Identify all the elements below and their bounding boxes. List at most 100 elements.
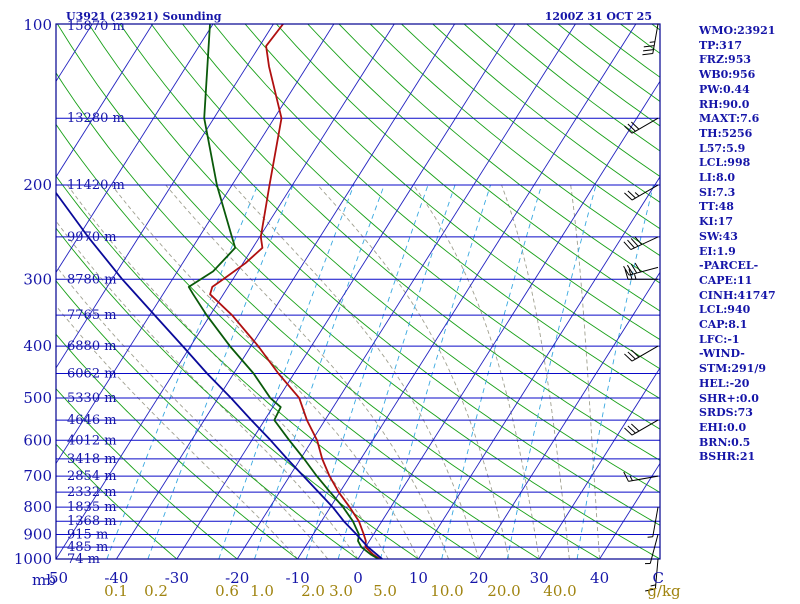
mixing-ratio-line (255, 185, 385, 559)
index-line: SRDS:73 (699, 406, 799, 421)
temperature-tick-label: -30 (165, 569, 189, 587)
height-level-label: 4646 m (67, 413, 117, 428)
height-level-label: 74 m (67, 552, 100, 567)
wind-barb-feather (642, 54, 652, 55)
dry-adiabat (0, 24, 418, 559)
index-line: SHR+:0.0 (699, 392, 799, 407)
mixing-ratio-label: 10.0 (430, 582, 463, 600)
wind-barb (624, 472, 658, 481)
index-line: BRN:0.5 (699, 436, 799, 451)
height-level-label: 4012 m (67, 433, 117, 448)
pressure-tick-label: 100 (23, 16, 52, 34)
height-level-label: 13280 m (67, 111, 125, 126)
pressure-tick-label: 900 (23, 526, 52, 544)
index-line: LFC:-1 (699, 333, 799, 348)
mixing-ratio-line (577, 185, 653, 559)
index-line: TH:5256 (699, 127, 799, 142)
height-level-label: 11420 m (67, 178, 125, 193)
index-line: LCL:940 (699, 303, 799, 318)
pressure-tick-label: 800 (23, 498, 52, 516)
wind-barb-half-feather (648, 537, 653, 538)
index-line: BSHR:21 (699, 450, 799, 465)
height-level-label: 8780 m (67, 272, 117, 287)
index-line: STM:291/9 (699, 362, 799, 377)
wind-barb (624, 346, 658, 361)
height-level-label: 5330 m (67, 391, 117, 406)
wind-barbs (624, 24, 658, 591)
mixing-ratio-label: 0.2 (144, 582, 168, 600)
isotherm (116, 24, 454, 559)
index-line: EHI:0.0 (699, 421, 799, 436)
mb-axis-label: mb (32, 571, 56, 589)
pressure-tick-label: 400 (23, 337, 52, 355)
index-line: LI:8.0 (699, 171, 799, 186)
index-line: PW:0.44 (699, 83, 799, 98)
index-line: SI:7.3 (699, 186, 799, 201)
wind-barb-half-feather (635, 192, 639, 196)
index-line: WB0:956 (699, 68, 799, 83)
wind-barb-half-feather (635, 274, 637, 279)
index-line: CINH:41747 (699, 289, 799, 304)
index-line: SW:43 (699, 230, 799, 245)
height-level-label: 2332 m (67, 485, 117, 500)
temperature-trace (210, 24, 380, 559)
height-level-label: 7765 m (67, 308, 117, 323)
isotherm (177, 24, 515, 559)
pressure-tick-label: 200 (23, 176, 52, 194)
index-line: MAXT:7.6 (699, 112, 799, 127)
index-line: LCL:998 (699, 156, 799, 171)
index-line: KI:17 (699, 215, 799, 230)
index-line: CAP:8.1 (699, 318, 799, 333)
wind-barb-feather (643, 50, 653, 51)
wind-barb-half-feather (630, 476, 632, 481)
grid-lines (0, 24, 800, 559)
height-level-label: 6062 m (67, 366, 117, 381)
pressure-tick-label: 300 (23, 270, 52, 288)
mixing-ratio-label: 2.0 (301, 582, 325, 600)
wind-barb-feather (644, 46, 654, 47)
chart-title: U3921 (23921) Sounding (66, 10, 222, 23)
isotherm (298, 24, 636, 559)
height-level-label: 6880 m (67, 339, 117, 354)
temperature-tick-label: 10 (409, 569, 428, 587)
mixing-ratio-unit: g/kg (647, 582, 681, 600)
mixing-ratio-label: 40.0 (543, 582, 576, 600)
height-level-label: 1835 m (67, 500, 117, 515)
index-line: L57:5.9 (699, 142, 799, 157)
wind-barb (624, 263, 658, 275)
mixing-ratio-label: 20.0 (487, 582, 520, 600)
mixing-ratio-label: 5.0 (373, 582, 397, 600)
mixing-ratio-label: 0.1 (104, 582, 128, 600)
index-line: -WIND- (699, 347, 799, 362)
temperature-tick-label: 40 (590, 569, 609, 587)
height-level-label: 9970 m (67, 230, 117, 245)
moist-adiabat (166, 185, 449, 559)
wind-barb (624, 420, 658, 435)
temperature-tick-label: 20 (469, 569, 488, 587)
pressure-tick-label: 600 (23, 431, 52, 449)
height-level-label: 2854 m (67, 469, 117, 484)
mixing-ratio-label: 1.0 (250, 582, 274, 600)
wind-barb (648, 507, 658, 537)
wind-barb-shaft (653, 24, 658, 54)
index-line: HEL:-20 (699, 377, 799, 392)
chart-datetime: 1200Z 31 OCT 25 (545, 10, 652, 23)
index-line: FRZ:953 (699, 53, 799, 68)
height-level-label: 3418 m (67, 452, 117, 467)
index-line: CAPE:11 (699, 274, 799, 289)
dry-adiabat (0, 24, 358, 559)
wind-barb (624, 118, 658, 133)
index-line: WMO:23921 (699, 24, 799, 39)
index-line: TT:48 (699, 200, 799, 215)
mixing-ratio-label: 3.0 (329, 582, 353, 600)
mixing-ratio-label: 0.6 (215, 582, 239, 600)
pressure-tick-label: 1000 (14, 550, 52, 568)
index-line: TP:317 (699, 39, 799, 54)
index-line: RH:90.0 (699, 98, 799, 113)
mixing-ratio-line (442, 185, 542, 559)
temperature-tick-label: 0 (353, 569, 363, 587)
isotherm (237, 24, 575, 559)
